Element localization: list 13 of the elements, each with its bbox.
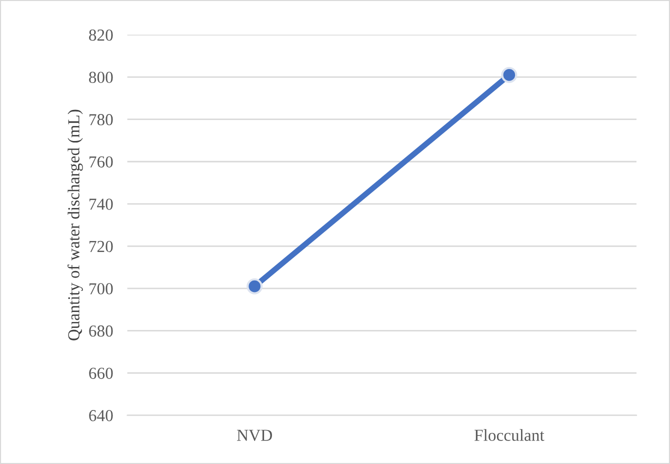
x-tick-label: Flocculant [474,429,544,441]
y-tick-label: 820 [89,30,113,41]
y-tick-label: 680 [89,325,113,337]
y-tick-label: 700 [90,283,113,294]
y-tick-label: 780 [90,114,113,126]
y-tick-label: 760 [90,156,113,168]
x-tick-label: NVD [237,430,272,441]
y-tick-label: 640 [89,410,113,422]
y-axis-title: Quantity of water discharged (mL) [68,110,83,340]
y-tick-label: 740 [90,198,113,210]
y-tick-label: 660 [89,368,113,379]
y-tick-label: 720 [90,240,113,252]
y-tick-label: 800 [89,72,113,84]
